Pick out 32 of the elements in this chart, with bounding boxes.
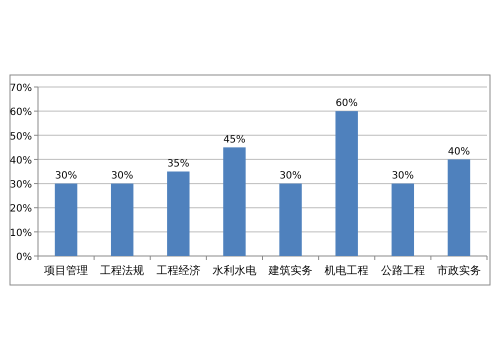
y-tick-label: 40% <box>10 155 32 166</box>
bar <box>392 184 414 256</box>
data-label: 60% <box>336 98 358 110</box>
data-label: 35% <box>167 158 190 170</box>
bar <box>279 184 302 256</box>
x-tick-label: 公路工程 <box>380 264 425 277</box>
data-label: 40% <box>448 146 470 158</box>
y-tick-label: 50% <box>10 131 32 142</box>
y-tick-label: 0% <box>16 252 32 263</box>
y-tick-label: 30% <box>10 180 32 191</box>
bar <box>223 147 246 256</box>
bar <box>448 159 470 256</box>
x-tick-label: 工程法规 <box>100 264 144 277</box>
data-label: 45% <box>223 134 246 146</box>
y-tick-label: 10% <box>10 228 32 239</box>
x-tick-label: 水利水电 <box>212 264 256 277</box>
data-label: 30% <box>54 170 78 182</box>
data-label: 30% <box>279 170 302 182</box>
x-tick-label: 机电工程 <box>324 264 369 277</box>
y-tick-label: 20% <box>10 204 32 215</box>
bar <box>335 111 358 256</box>
data-label: 30% <box>111 170 134 182</box>
y-tick-label: 60% <box>10 107 32 118</box>
x-tick-label: 工程经济 <box>156 264 200 277</box>
x-tick-label: 建筑实务 <box>268 264 313 277</box>
bar <box>54 184 78 256</box>
y-tick-label: 70% <box>10 83 32 94</box>
x-tick-label: 项目管理 <box>44 264 88 277</box>
bar <box>167 172 190 256</box>
data-label: 30% <box>392 170 414 182</box>
bar <box>110 184 134 256</box>
x-tick-label: 市政实务 <box>436 264 481 277</box>
